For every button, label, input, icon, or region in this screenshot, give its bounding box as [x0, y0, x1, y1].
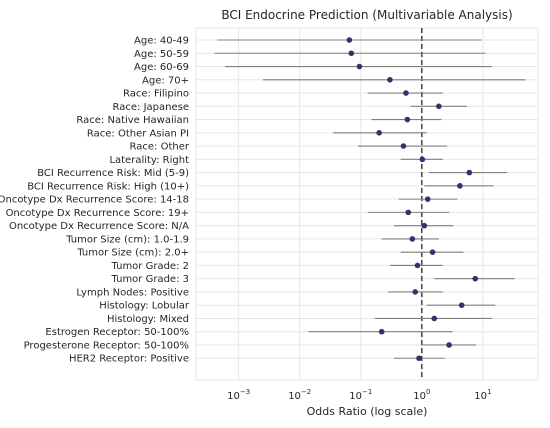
- category-label: Oncotype Dx Recurrence Score: N/A: [9, 221, 189, 232]
- point-estimate: [348, 50, 355, 57]
- marks-layer: [214, 37, 526, 362]
- point-estimate: [378, 328, 385, 335]
- category-label: Age: 70+: [142, 75, 189, 86]
- point-estimate: [436, 103, 442, 110]
- point-estimate: [419, 156, 426, 163]
- category-label: BCI Recurrence Risk: Mid (5-9): [37, 168, 189, 179]
- point-estimate: [409, 236, 416, 242]
- category-label: Race: Other: [130, 142, 190, 153]
- category-label: Oncotype Dx Recurrence Score: 19+: [6, 208, 189, 219]
- x-tick-label: 10−1: [349, 388, 372, 402]
- point-estimate: [466, 169, 473, 176]
- point-estimate: [403, 90, 409, 96]
- category-label: Laterality: Right: [109, 155, 189, 166]
- point-estimate: [429, 249, 436, 255]
- point-estimate: [404, 116, 411, 123]
- point-estimate: [346, 37, 353, 43]
- point-estimate: [414, 262, 421, 269]
- category-labels: Age: 40-49 Age: 50-59 Age: 60-69 Age: 70+ Ra…: [0, 36, 190, 365]
- category-label: Estrogen Receptor: 50-100%: [45, 327, 189, 338]
- category-label: Age: 50-59: [134, 49, 189, 60]
- x-tick-label: 10−3: [227, 388, 250, 402]
- point-estimate: [376, 130, 382, 136]
- category-label: BCI Recurrence Risk: High (10+): [27, 181, 189, 192]
- category-label: Age: 60-69: [134, 62, 189, 73]
- category-label: Race: Filipino: [123, 89, 189, 100]
- category-label: Race: Other Asian PI: [87, 128, 189, 139]
- category-label: HER2 Receptor: Positive: [69, 354, 189, 365]
- x-tick-label: 101: [474, 388, 491, 402]
- point-estimate: [472, 275, 479, 282]
- point-estimate: [400, 143, 407, 149]
- point-estimate: [458, 302, 465, 309]
- point-estimate: [387, 76, 393, 83]
- category-label: Histology: Lobular: [99, 301, 190, 312]
- category-label: Tumor Size (cm): 2.0+: [76, 248, 189, 259]
- grid-layer: [195, 27, 539, 381]
- category-label: Histology: Mixed: [107, 314, 189, 325]
- x-axis-label: Odds Ratio (log scale): [307, 405, 428, 418]
- category-label: Age: 40-49: [134, 36, 189, 47]
- point-estimate: [421, 222, 428, 229]
- x-tick-label: 100: [413, 388, 430, 402]
- category-label: Progesterone Receptor: 50-100%: [24, 340, 189, 351]
- point-estimate: [424, 196, 431, 202]
- point-estimate: [405, 209, 412, 216]
- category-label: Oncotype Dx Recurrence Score: 14-18: [0, 195, 189, 206]
- category-label: Race: Native Hawaiian: [76, 115, 189, 126]
- point-estimate: [416, 355, 422, 362]
- category-label: Tumor Size (cm): 1.0-1.9: [65, 234, 189, 245]
- category-label: Race: Japanese: [113, 102, 189, 113]
- category-label: Tumor Grade: 3: [111, 274, 189, 285]
- point-estimate: [431, 315, 438, 322]
- x-axis-ticks: 10−3 10−2 10−1 100 101: [227, 388, 491, 402]
- plot-frame: [195, 27, 539, 381]
- category-label: Tumor Grade: 2: [111, 261, 189, 272]
- point-estimate: [412, 289, 419, 295]
- chart-title: BCI Endocrine Prediction (Multivariable …: [221, 8, 512, 22]
- category-label: Lymph Nodes: Positive: [76, 287, 189, 298]
- point-estimate: [457, 183, 463, 189]
- point-estimate: [446, 342, 452, 348]
- x-tick-label: 10−2: [288, 388, 311, 402]
- point-estimate: [356, 63, 363, 70]
